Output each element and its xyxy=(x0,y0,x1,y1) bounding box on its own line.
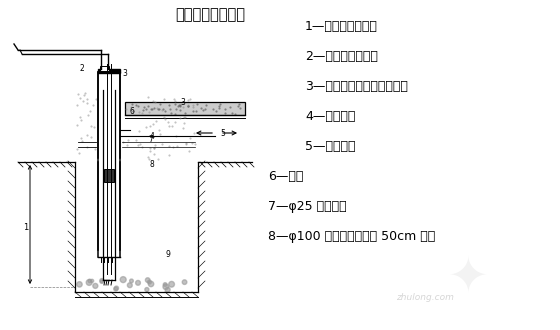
Text: 5: 5 xyxy=(220,129,225,138)
Circle shape xyxy=(77,281,82,287)
Circle shape xyxy=(129,279,133,283)
Text: 2—弯管和导管接头: 2—弯管和导管接头 xyxy=(305,50,378,63)
Text: 2: 2 xyxy=(80,64,85,73)
Text: 8—φ100 钙管，长度大于 50cm 风包: 8—φ100 钙管，长度大于 50cm 风包 xyxy=(268,230,435,243)
Circle shape xyxy=(163,284,169,289)
Text: 8: 8 xyxy=(150,160,155,169)
Circle shape xyxy=(146,278,150,282)
Bar xyxy=(100,66,109,71)
Circle shape xyxy=(114,287,118,291)
Circle shape xyxy=(88,279,91,283)
Circle shape xyxy=(182,280,187,284)
Text: 7: 7 xyxy=(148,135,153,144)
Text: 4—压缩空气: 4—压缩空气 xyxy=(305,110,356,123)
Circle shape xyxy=(147,280,151,284)
Circle shape xyxy=(127,283,132,288)
Text: 5—排渣软管: 5—排渣软管 xyxy=(305,140,356,153)
Text: 6: 6 xyxy=(130,107,135,116)
Text: 高压风管吸泥清孔: 高压风管吸泥清孔 xyxy=(175,7,245,22)
Text: 7—φ25 输气钙管: 7—φ25 输气钙管 xyxy=(268,200,347,213)
Text: 4: 4 xyxy=(150,132,155,141)
Circle shape xyxy=(136,280,141,285)
Text: zhulong.com: zhulong.com xyxy=(396,293,454,302)
Text: 1: 1 xyxy=(23,222,28,232)
Circle shape xyxy=(100,280,104,283)
Bar xyxy=(104,169,114,182)
Text: 3—焊在弯管上的耗磨短弯管: 3—焊在弯管上的耗磨短弯管 xyxy=(305,80,408,93)
Text: 3: 3 xyxy=(122,69,127,78)
Circle shape xyxy=(120,277,126,282)
Circle shape xyxy=(145,287,149,292)
Circle shape xyxy=(148,281,154,287)
Text: 3: 3 xyxy=(180,98,185,107)
Text: ✦: ✦ xyxy=(447,254,488,302)
Circle shape xyxy=(114,286,119,290)
Circle shape xyxy=(93,283,98,288)
Circle shape xyxy=(165,287,170,292)
Text: 1—高压风管入水深: 1—高压风管入水深 xyxy=(305,20,378,33)
Circle shape xyxy=(164,283,167,286)
Circle shape xyxy=(91,279,94,282)
Text: 6—补水: 6—补水 xyxy=(268,170,304,183)
Circle shape xyxy=(169,281,175,287)
Bar xyxy=(98,69,120,73)
Bar xyxy=(125,102,245,115)
Text: 9: 9 xyxy=(165,250,170,259)
Circle shape xyxy=(100,279,104,282)
Circle shape xyxy=(86,280,92,285)
